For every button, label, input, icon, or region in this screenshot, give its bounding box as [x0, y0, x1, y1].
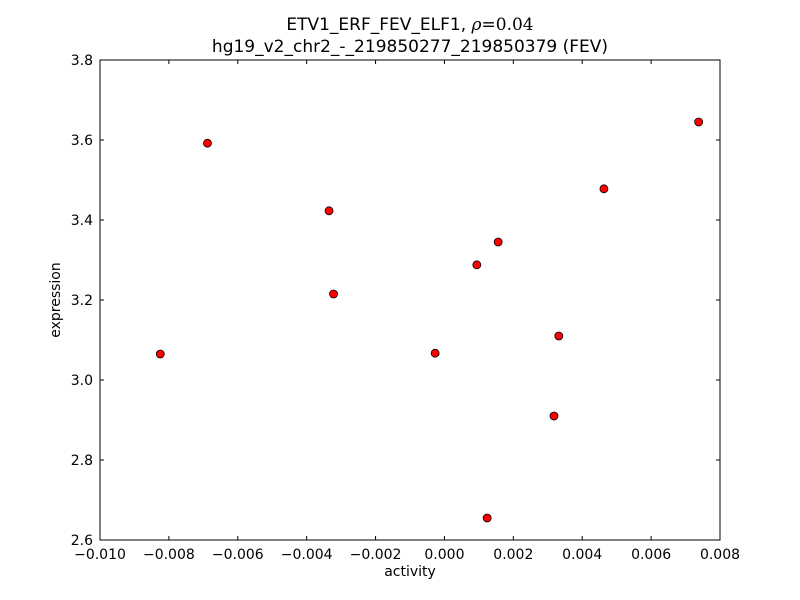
data-point	[554, 331, 564, 341]
x-tick-label: −0.004	[281, 547, 333, 563]
chart-title-rho-value: =0.04	[482, 15, 534, 35]
data-point	[329, 289, 338, 299]
x-tick-label: −0.008	[143, 547, 195, 563]
x-tick-label: −0.010	[74, 547, 126, 563]
ticks-layer: −0.010 −0.008 −0.006 −0.004 −0.002 0.000 0.002…	[71, 53, 740, 563]
x-tick-label: 0.000	[424, 547, 464, 563]
x-tick-label: 0.006	[631, 547, 671, 563]
y-tick-label: 2.6	[71, 533, 93, 549]
y-tick-label: 2.8	[71, 453, 93, 469]
data-point	[482, 513, 492, 523]
data-point	[549, 411, 559, 421]
data-point	[472, 260, 482, 270]
data-point	[203, 138, 212, 148]
x-tick-label: 0.004	[562, 547, 602, 563]
data-point	[430, 348, 440, 358]
y-tick-label: 3.2	[71, 293, 93, 309]
y-tick-label: 3.6	[71, 133, 93, 149]
x-tick-label: −0.006	[212, 547, 264, 563]
chart-subtitle: hg19_v2_chr2_-_219850277_219850379 (FEV)	[212, 37, 608, 57]
data-point	[599, 184, 609, 194]
data-point	[694, 117, 704, 127]
x-axis-label: activity	[384, 564, 436, 580]
x-tick-label: 0.002	[493, 547, 533, 563]
data-point	[155, 349, 165, 359]
chart-title: ETV1_ERF_FEV_ELF1, ρ=0.04	[286, 15, 533, 35]
chart-title-rho-symbol: ρ	[471, 15, 482, 35]
y-tick-label: 3.4	[71, 213, 93, 229]
plot-area-frame	[99, 59, 721, 541]
y-axis-label: expression	[48, 262, 64, 338]
x-tick-label: −0.002	[350, 547, 402, 563]
y-tick-label: 3.8	[71, 53, 93, 69]
data-point	[324, 206, 334, 216]
chart-title-prefix: ETV1_ERF_FEV_ELF1,	[286, 15, 471, 35]
data-point	[493, 237, 503, 247]
x-tick-label: 0.008	[700, 547, 740, 563]
y-tick-label: 3.0	[71, 373, 93, 389]
points-layer	[155, 117, 704, 523]
